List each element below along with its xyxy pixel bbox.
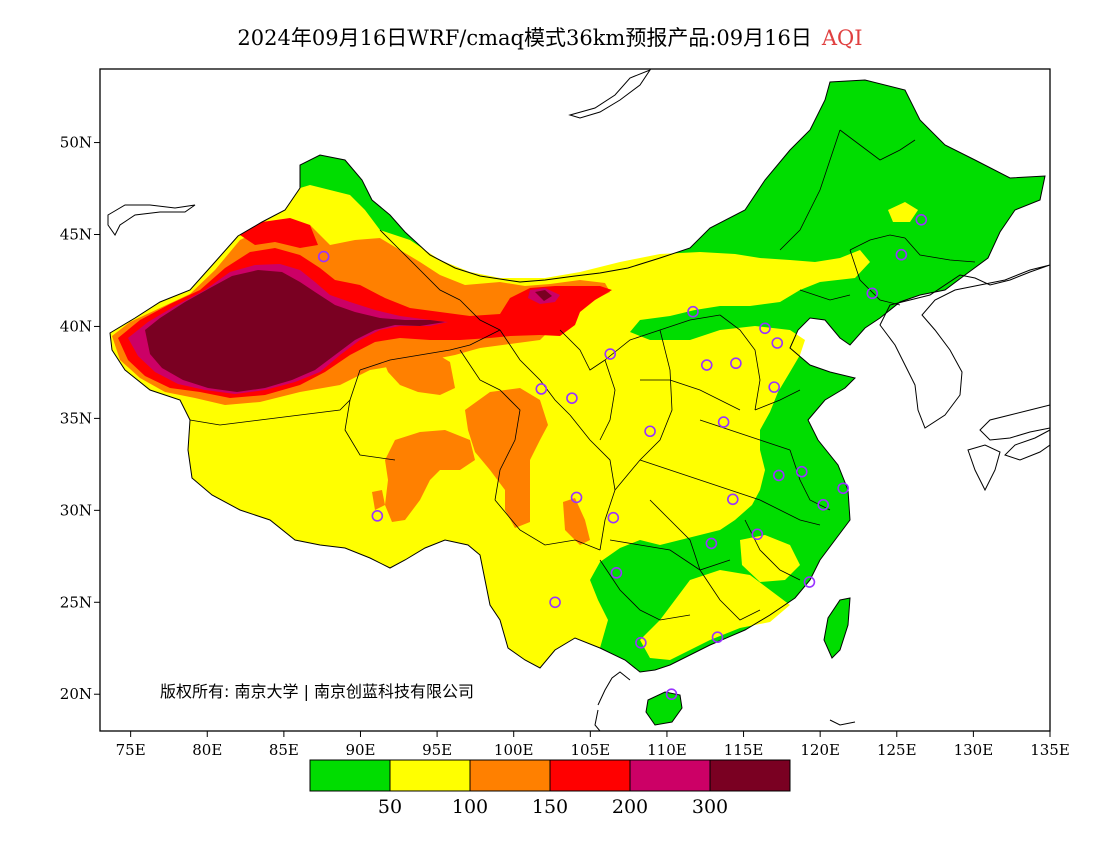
- city-marker: [665, 688, 678, 701]
- taiwan-border: [823, 597, 851, 659]
- x-tick-label: 125E: [877, 741, 917, 759]
- legend-label: 50: [378, 796, 402, 818]
- x-tick-label: 95E: [422, 741, 452, 759]
- city-marker: [607, 511, 620, 524]
- legend-swatch: [709, 759, 791, 792]
- region-taiwan: [824, 598, 850, 658]
- x-tick-label: 135E: [1030, 741, 1070, 759]
- city-marker: [915, 213, 928, 226]
- y-tick-label: 25N: [60, 593, 92, 611]
- neighbor-coastlines: [107, 69, 1050, 731]
- legend-label: 100: [452, 796, 488, 818]
- y-tick-label: 35N: [60, 409, 92, 427]
- copyright-text: 版权所有: 南京大学 | 南京创蓝科技有限公司: [160, 682, 474, 701]
- band-100-150-sc: [563, 498, 590, 545]
- band-50-100-south: [640, 570, 790, 660]
- band-100-150-xz: [372, 490, 385, 510]
- x-tick-label: 115E: [724, 741, 764, 759]
- x-axis: 75E 80E 85E 90E 95E 100E 105E 110E 115E 120E 125E 1…: [116, 731, 1070, 759]
- x-tick-label: 110E: [647, 741, 687, 759]
- y-axis: 20N 25N 30N 35N 40N 45N 50N: [60, 134, 100, 703]
- x-tick-label: 130E: [954, 741, 994, 759]
- city-marker: [817, 499, 830, 511]
- city-marker: [768, 381, 780, 393]
- legend-swatch: [389, 759, 471, 792]
- legend-swatch: [629, 759, 711, 792]
- map-canvas: 版权所有: 南京大学 | 南京创蓝科技有限公司: [107, 69, 1050, 731]
- city-marker: [635, 636, 647, 649]
- province-boundaries: [189, 129, 976, 621]
- band-100-150-qh: [465, 388, 548, 528]
- city-marker: [687, 305, 699, 318]
- map-frame: [99, 68, 1051, 732]
- city-marker: [317, 250, 330, 263]
- x-tick-label: 105E: [571, 741, 611, 759]
- city-marker: [705, 537, 718, 550]
- region-hainan: [646, 692, 682, 725]
- china-border: [109, 79, 1046, 673]
- city-markers: [317, 213, 928, 701]
- x-tick-label: 80E: [192, 741, 222, 759]
- city-marker: [371, 510, 384, 522]
- color-legend: 50 100 150 200 300: [309, 759, 791, 818]
- y-tick-label: 40N: [60, 317, 92, 335]
- band-300-plus-east: [535, 290, 552, 301]
- legend-label: 200: [612, 796, 648, 818]
- city-marker: [771, 337, 784, 349]
- title-main: 2024年09月16日WRF/cmaq模式36km预报产品:09月16日: [237, 26, 812, 50]
- x-tick-label: 120E: [800, 741, 840, 759]
- city-marker: [727, 493, 739, 506]
- city-marker: [566, 392, 578, 404]
- city-marker: [803, 576, 816, 588]
- y-tick-label: 45N: [60, 226, 92, 244]
- legend-swatch: [469, 759, 551, 792]
- band-100-150-plateau: [380, 350, 455, 395]
- x-tick-label: 85E: [269, 741, 299, 759]
- x-tick-label: 100E: [494, 741, 534, 759]
- city-marker: [772, 469, 785, 482]
- city-marker: [700, 359, 713, 371]
- band-50-100-ne: [888, 202, 918, 222]
- city-marker: [837, 482, 849, 495]
- y-tick-label: 20N: [60, 685, 92, 703]
- y-tick-label: 30N: [60, 501, 92, 519]
- band-300-plus: [145, 270, 445, 392]
- band-50-100-east: [740, 535, 800, 582]
- city-marker: [895, 248, 908, 261]
- city-marker: [866, 287, 879, 300]
- x-tick-label: 75E: [116, 741, 146, 759]
- city-marker: [535, 383, 548, 395]
- city-marker: [570, 491, 583, 504]
- band-100-150-tibet: [385, 430, 475, 522]
- city-marker: [717, 416, 730, 428]
- legend-label: 300: [692, 796, 728, 818]
- city-marker: [751, 528, 764, 541]
- city-marker: [711, 631, 724, 644]
- city-marker: [644, 425, 656, 438]
- band-150-200-north: [240, 218, 318, 248]
- y-tick-label: 50N: [60, 134, 92, 152]
- city-marker: [549, 596, 561, 609]
- map-title: 2024年09月16日WRF/cmaq模式36km预报产品:09月16日 AQI: [0, 22, 1100, 52]
- title-variable: AQI: [821, 26, 863, 50]
- legend-swatch: [309, 759, 391, 792]
- city-marker: [795, 465, 808, 478]
- x-tick-label: 90E: [345, 741, 375, 759]
- city-marker: [604, 348, 617, 360]
- city-marker: [610, 567, 623, 579]
- legend-label: 150: [532, 796, 568, 818]
- city-marker: [730, 357, 742, 370]
- city-marker: [759, 322, 771, 335]
- legend-swatch: [549, 759, 631, 792]
